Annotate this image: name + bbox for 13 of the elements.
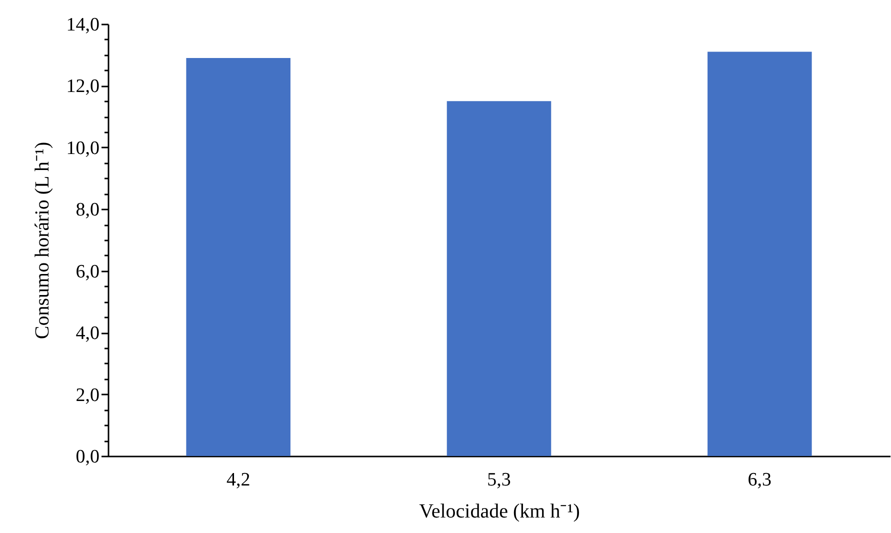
y-tick-label: 14,0	[66, 14, 100, 36]
y-tick-label: 0,0	[76, 446, 100, 468]
y-tick-label: 6,0	[76, 261, 100, 282]
y-axis-title: Consumo horário (L h⁻¹)	[31, 142, 54, 340]
x-axis-title: Velocidade (km h⁻¹)	[419, 500, 580, 522]
y-tick-label: 4,0	[76, 323, 100, 344]
x-tick-label: 4,2	[226, 470, 250, 490]
x-tick-label: 6,3	[748, 470, 772, 490]
y-tick-label: 8,0	[76, 200, 100, 221]
y-tick-label: 2,0	[76, 384, 100, 406]
y-tick-label: 12,0	[66, 76, 100, 98]
x-tick-label: 5,3	[487, 470, 511, 490]
y-tick-label: 10,0	[66, 138, 100, 159]
